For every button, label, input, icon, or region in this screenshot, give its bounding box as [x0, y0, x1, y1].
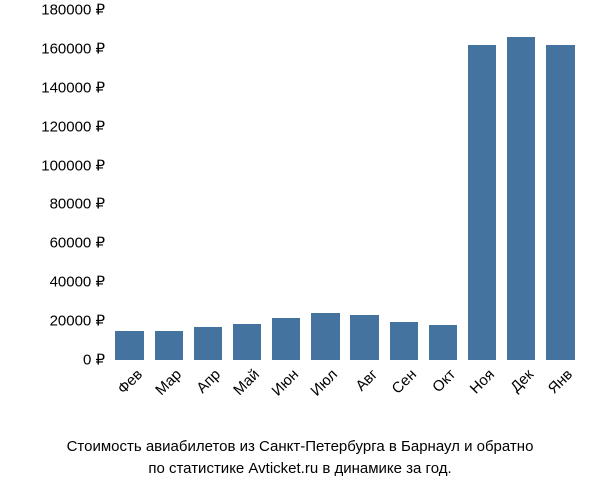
x-tick-label: Авг [352, 366, 381, 395]
bar [115, 331, 143, 360]
x-tick-label: Май [230, 366, 263, 399]
y-tick: 120000 ₽ [0, 117, 105, 136]
bar [233, 324, 261, 360]
bar [350, 315, 378, 360]
y-axis: 0 ₽20000 ₽40000 ₽60000 ₽80000 ₽100000 ₽1… [0, 10, 105, 360]
plot-area [110, 10, 580, 360]
y-tick: 100000 ₽ [0, 156, 105, 175]
price-chart: 0 ₽ 20000 ₽ 40000 ₽ 60000 ₽ 80000 ₽ 100000 ₽ 1… [0, 0, 600, 420]
x-tick-label: Ноя [467, 366, 498, 397]
bar [468, 45, 496, 360]
y-tick: 180000 ₽ [0, 1, 105, 20]
y-tick-label: 0 ₽ [83, 352, 105, 369]
y-tick: 40000 ₽ [0, 273, 105, 292]
caption-line1: Стоимость авиабилетов из Санкт-Петербург… [0, 438, 600, 455]
y-tick-label: 40000 ₽ [50, 274, 105, 291]
bar [546, 45, 574, 360]
x-tick-label: Янв [545, 366, 576, 397]
x-tick-label: Окт [429, 366, 459, 396]
y-tick: 20000 ₽ [0, 312, 105, 331]
x-tick-label: Мар [152, 366, 185, 399]
y-tick-label: 60000 ₽ [50, 235, 105, 252]
x-tick-label: Апр [193, 366, 224, 397]
bar [390, 322, 418, 360]
x-axis: ФевМар АпрМайИюнИюл АвгСен Окт Ноя ДекЯнв [110, 362, 580, 422]
caption-line2: по статистике Avticket.ru в динамике за … [0, 460, 600, 477]
y-tick: 80000 ₽ [0, 195, 105, 214]
bar [155, 331, 183, 360]
y-tick: 140000 ₽ [0, 78, 105, 97]
bar [272, 318, 300, 360]
x-tick-label: Дек [508, 366, 538, 396]
bar [311, 313, 339, 360]
y-tick: 0 ₽ [0, 351, 105, 370]
y-tick-label: 140000 ₽ [41, 79, 105, 96]
x-tick-label: Июн [269, 366, 302, 399]
x-tick-label: Фев [114, 366, 146, 398]
y-tick-label: 100000 ₽ [41, 157, 105, 174]
bar [429, 325, 457, 360]
y-tick-label: 160000 ₽ [41, 40, 105, 57]
y-tick-label: 20000 ₽ [50, 313, 105, 330]
y-tick: 60000 ₽ [0, 234, 105, 253]
y-tick: 160000 ₽ [0, 39, 105, 58]
x-tick-label: Июл [308, 366, 342, 400]
y-tick-label: 180000 ₽ [41, 2, 105, 19]
x-tick-label: Сен [388, 366, 419, 397]
y-tick-label: 120000 ₽ [41, 118, 105, 135]
bar [507, 37, 535, 360]
y-tick-label: 80000 ₽ [50, 196, 105, 213]
bar [194, 327, 222, 360]
